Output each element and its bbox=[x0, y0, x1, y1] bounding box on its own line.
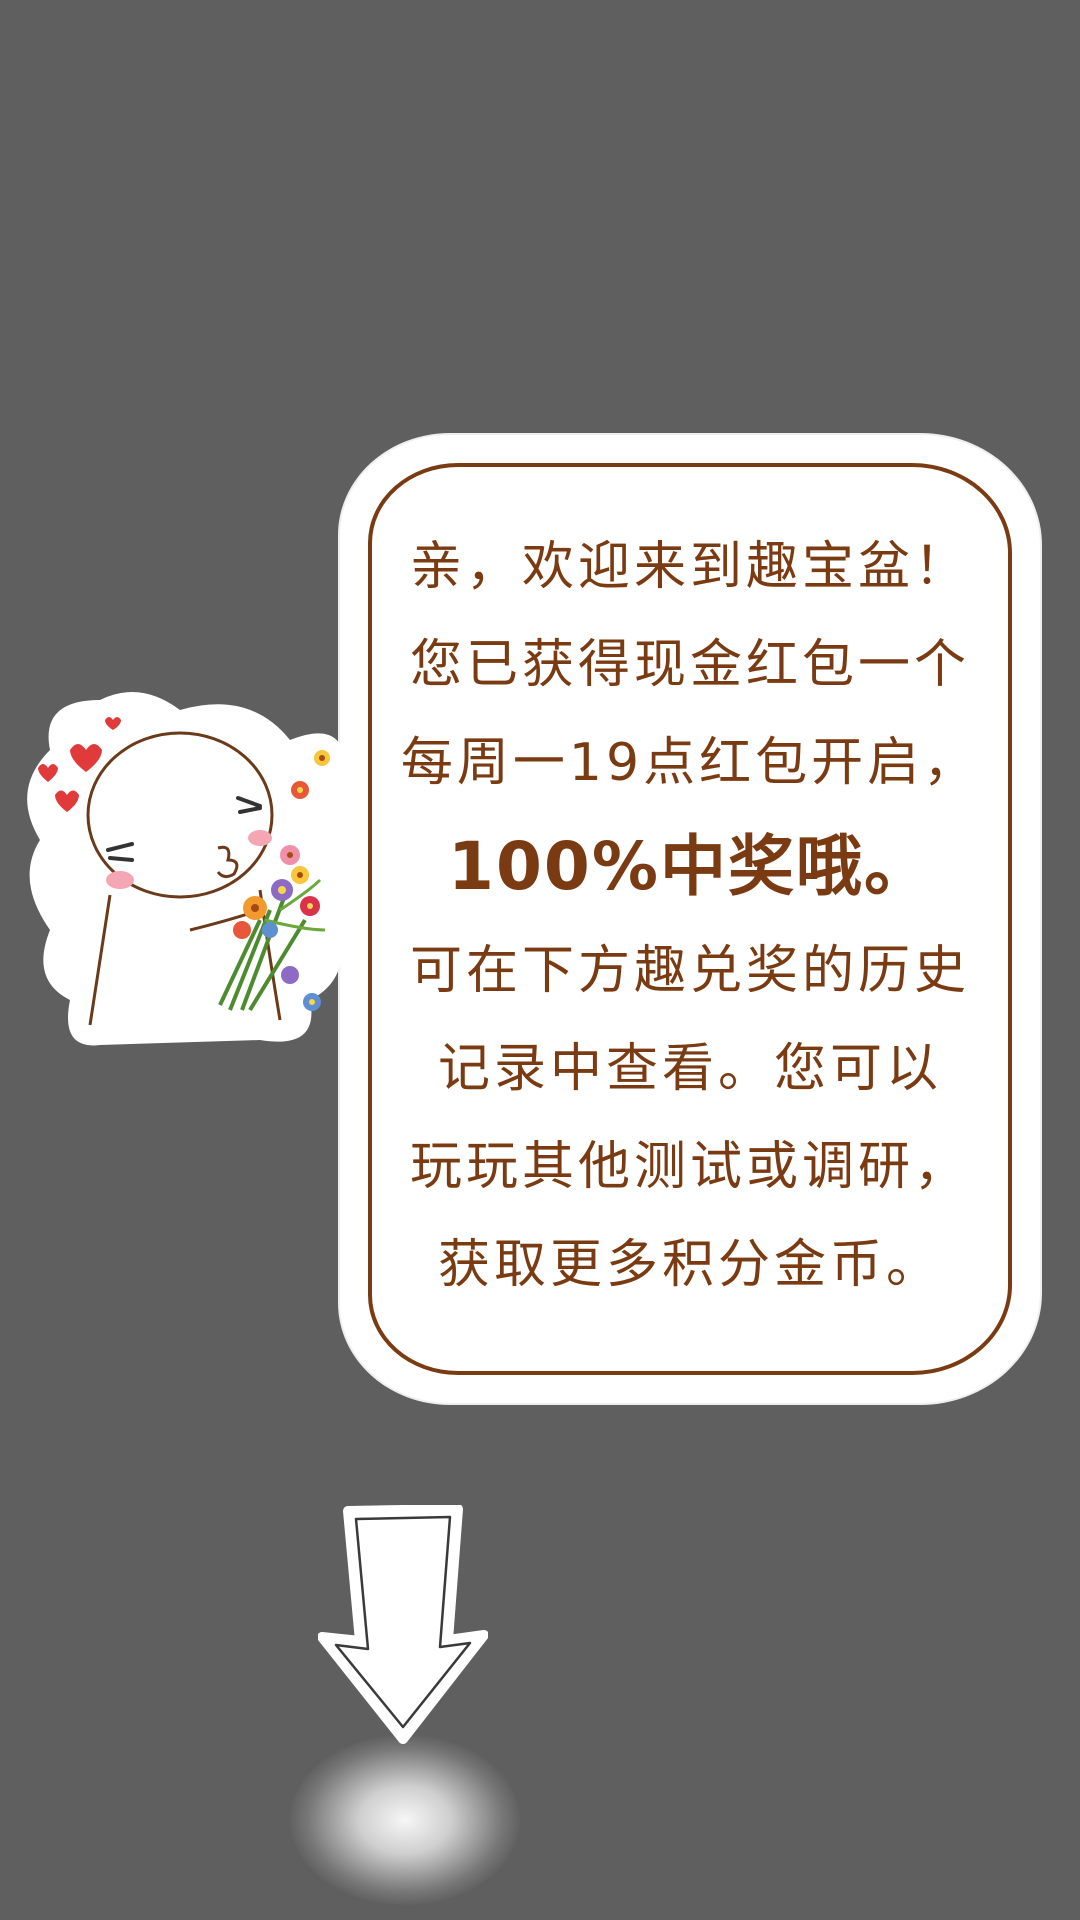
win-rate-text: 100%中奖哦。 bbox=[448, 828, 932, 905]
schedule-text: 每周一19点红包开启， bbox=[400, 733, 980, 793]
coins-hint-text: 获取更多积分金币。 bbox=[437, 1235, 942, 1295]
red-packet-text: 您已获得现金红包一个 bbox=[409, 635, 970, 695]
welcome-message: 亲，欢迎来到趣宝盆！ 您已获得现金红包一个 每周一19点红包开启， 100%中奖… bbox=[368, 463, 1012, 1375]
character-with-flowers-icon bbox=[10, 680, 380, 1060]
survey-hint-text: 玩玩其他测试或调研， bbox=[409, 1137, 970, 1197]
down-arrow-icon bbox=[318, 1505, 488, 1745]
speech-bubble bbox=[368, 463, 1012, 1375]
history-hint-text-2: 记录中查看。您可以 bbox=[437, 1039, 942, 1099]
tap-target-glow[interactable] bbox=[290, 1735, 520, 1905]
greeting-text: 亲，欢迎来到趣宝盆！ bbox=[409, 537, 970, 597]
history-hint-text: 可在下方趣兑奖的历史 bbox=[409, 941, 970, 1001]
